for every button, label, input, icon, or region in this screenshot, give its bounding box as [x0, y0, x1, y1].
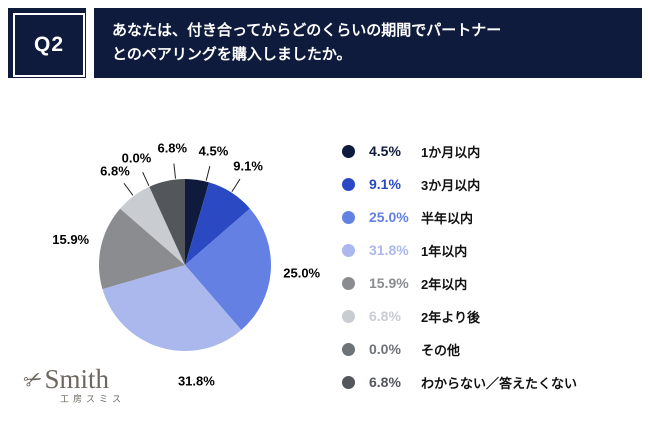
label-leader-line: [231, 178, 241, 192]
legend-row: 9.1% 3か月以内: [342, 174, 577, 194]
pie-slice: [185, 179, 210, 265]
pie-slice: [120, 186, 185, 265]
label-leader-line: [142, 171, 150, 187]
legend-color-dot: [342, 144, 355, 158]
legend-percent: 9.1%: [369, 176, 401, 192]
pie-value-label: 0.0%: [122, 151, 152, 166]
pie-value-label: 9.1%: [233, 158, 263, 173]
legend-color-dot: [342, 177, 355, 191]
legend-color-dot: [342, 210, 355, 224]
pie-value-label: 6.8%: [100, 163, 130, 178]
scissors-icon: ✂: [19, 363, 47, 395]
pie-value-label: 4.5%: [199, 144, 229, 159]
pie-value-label: 25.0%: [283, 265, 320, 280]
label-leader-line: [173, 163, 177, 179]
brand-subtitle: 工房スミス: [60, 394, 126, 404]
legend-percent: 15.9%: [369, 275, 409, 291]
pie-slice: [99, 208, 185, 290]
legend-label: 半年以内: [421, 210, 474, 226]
legend-label: その他: [421, 342, 461, 358]
legend-color-dot: [342, 243, 355, 257]
legend-row: 6.8% わからない／答えたくない: [342, 372, 577, 392]
question-number-box: Q2: [8, 8, 86, 78]
legend-label: 2年より後: [421, 309, 480, 325]
brand-logo: ✂ Smith 工房スミス: [19, 364, 126, 404]
label-leader-line: [205, 165, 211, 181]
pie-value-label: 15.9%: [52, 232, 89, 247]
pie-slice: [149, 179, 185, 265]
pie-value-label: 6.8%: [157, 141, 187, 156]
legend-percent: 6.8%: [369, 374, 401, 390]
legend-label: 1か月以内: [421, 144, 481, 160]
pie-slice: [185, 208, 271, 330]
legend-row: 4.5% 1か月以内: [342, 141, 577, 161]
legend-row: 6.8% 2年より後: [342, 306, 577, 326]
pie-slice: [185, 182, 250, 265]
question-text-bar: あなたは、付き合ってからどのくらいの期間でパートナー とのペアリングを購入しまし…: [94, 8, 642, 78]
legend-label: 3か月以内: [421, 177, 481, 193]
legend-row: 0.0% その他: [342, 339, 577, 359]
legend-color-dot: [342, 276, 355, 290]
legend-color-dot: [342, 375, 355, 389]
question-header: Q2 あなたは、付き合ってからどのくらいの期間でパートナー とのペアリングを購入…: [8, 8, 642, 78]
question-text-line1: あなたは、付き合ってからどのくらいの期間でパートナー: [112, 22, 502, 39]
question-text-line2: とのペアリングを購入しましたか。: [112, 46, 352, 63]
legend-row: 15.9% 2年以内: [342, 273, 577, 293]
legend-label: 1年以内: [421, 243, 468, 259]
legend-percent: 4.5%: [369, 143, 401, 159]
legend-percent: 31.8%: [369, 242, 409, 258]
question-number-label: Q2: [13, 13, 85, 77]
legend-percent: 6.8%: [369, 308, 401, 324]
legend-row: 25.0% 半年以内: [342, 207, 577, 227]
pie-slice: [102, 265, 242, 351]
pie-value-label: 31.8%: [178, 373, 215, 388]
brand-name-text: Smith: [44, 364, 109, 394]
legend-label: 2年以内: [421, 276, 468, 292]
legend: 4.5% 1か月以内 9.1% 3か月以内 25.0% 半年以内 31.8% 1…: [342, 141, 577, 392]
pie-chart: 4.5%9.1%25.0%31.8%15.9%6.8%0.0%6.8%: [52, 141, 320, 389]
label-leader-line: [123, 182, 134, 196]
legend-percent: 0.0%: [369, 341, 401, 357]
legend-color-dot: [342, 342, 355, 356]
legend-color-dot: [342, 309, 355, 323]
legend-label: わからない／答えたくない: [421, 375, 578, 391]
legend-percent: 25.0%: [369, 209, 409, 225]
legend-row: 31.8% 1年以内: [342, 240, 577, 260]
brand-name: ✂ Smith: [19, 364, 125, 394]
